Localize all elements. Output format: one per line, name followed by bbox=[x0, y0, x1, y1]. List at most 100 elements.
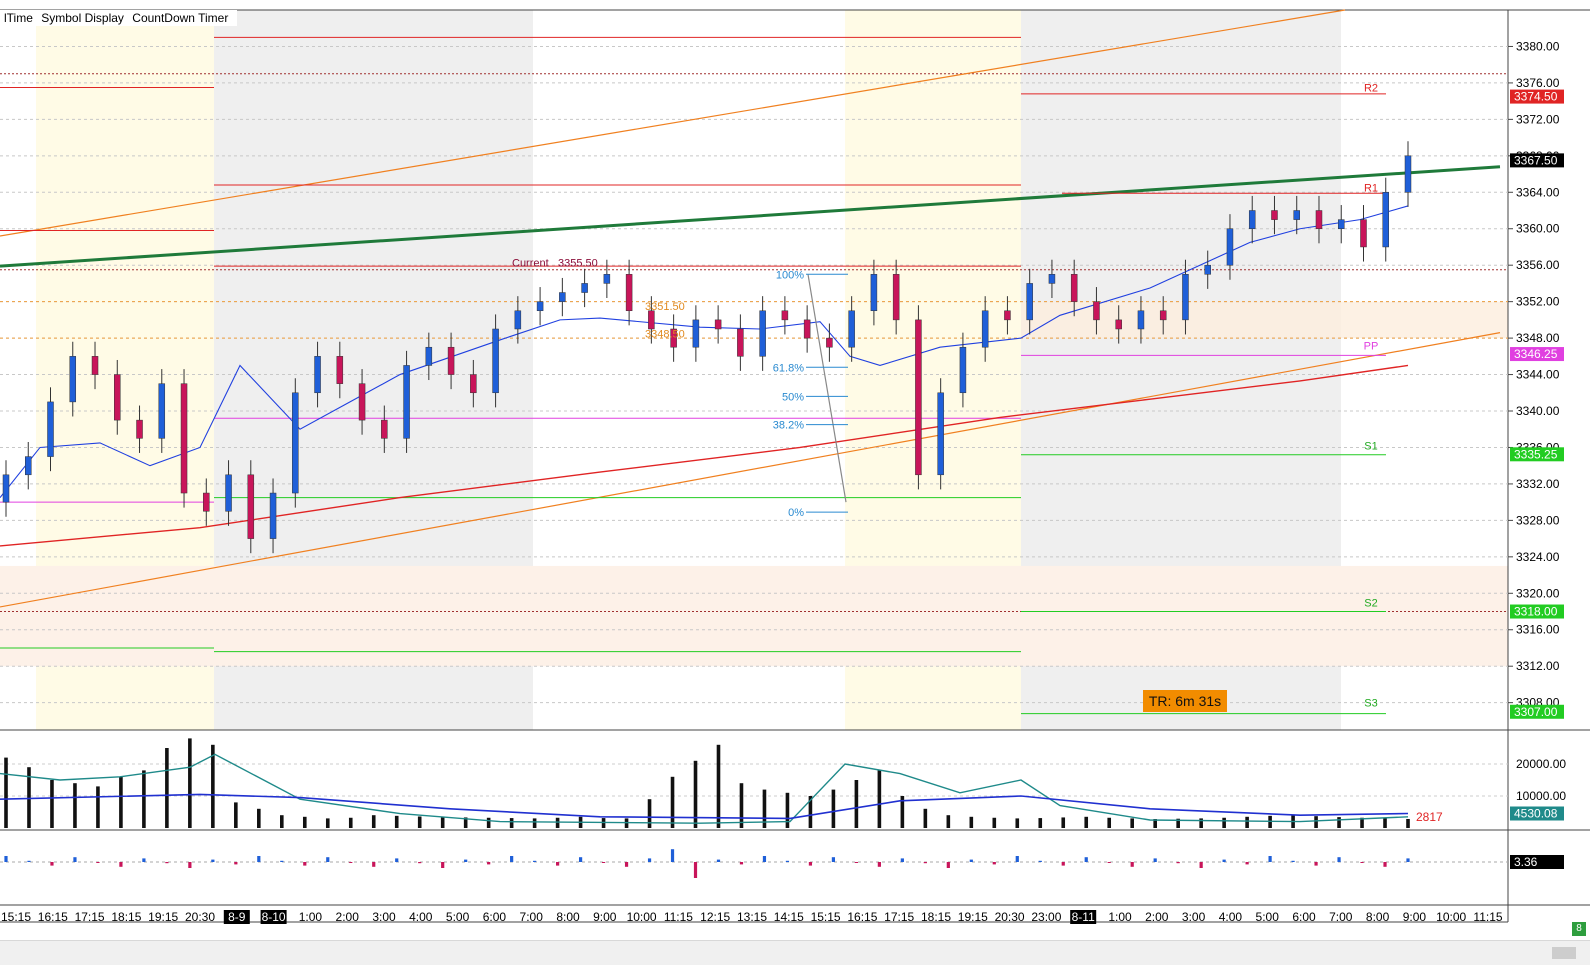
candle-body bbox=[937, 392, 944, 476]
date-marker-bg bbox=[260, 910, 287, 924]
volume-bar bbox=[1406, 818, 1410, 828]
time-tick-label: 18:15 bbox=[111, 910, 141, 924]
candle-body bbox=[915, 319, 922, 476]
fib-level-label: 100% bbox=[776, 269, 804, 281]
price-tick-label: 3356.00 bbox=[1516, 258, 1560, 272]
bars-count-badge[interactable]: 8 bbox=[1572, 922, 1586, 936]
candle-body bbox=[781, 310, 789, 321]
delta-bar bbox=[716, 859, 721, 862]
candle-body bbox=[1337, 219, 1345, 229]
delta-bar bbox=[96, 862, 100, 863]
volume-bar bbox=[325, 818, 330, 828]
scrollbar-thumb[interactable] bbox=[1552, 947, 1576, 959]
delta-bar bbox=[1383, 862, 1387, 867]
candle-body bbox=[114, 374, 121, 421]
candle-body bbox=[514, 310, 522, 330]
horizontal-scrollbar[interactable] bbox=[0, 940, 1590, 965]
delta-bar bbox=[257, 856, 261, 862]
ma-20-line bbox=[0, 205, 1409, 498]
volume-bar bbox=[188, 738, 192, 828]
price-chart[interactable]: 3380.003376.003372.003368.003364.003360.… bbox=[0, 0, 1590, 940]
volume-ma-line bbox=[0, 793, 1409, 820]
delta-bar bbox=[349, 862, 353, 863]
volume-bar bbox=[923, 808, 928, 828]
price-tick-label: 3364.00 bbox=[1516, 185, 1560, 199]
volume-bar bbox=[1314, 816, 1318, 828]
volume-last-label: 2817 bbox=[1416, 810, 1443, 824]
delta-bar bbox=[188, 862, 192, 868]
candle-body bbox=[269, 492, 277, 539]
candle-body bbox=[1360, 219, 1367, 248]
delta-bar bbox=[303, 862, 307, 866]
delta-bar bbox=[1084, 857, 1088, 862]
candle-body bbox=[1115, 319, 1122, 330]
time-tick-label: 10:00 bbox=[1436, 910, 1466, 924]
time-tick-label: 3:00 bbox=[1182, 910, 1206, 924]
price-tick-label: 3312.00 bbox=[1516, 659, 1560, 673]
delta-bar bbox=[1245, 862, 1249, 865]
candle-body bbox=[536, 301, 544, 312]
indicator-label-countdown-timer[interactable]: CountDown Timer bbox=[132, 11, 229, 25]
delta-bar bbox=[27, 860, 31, 862]
candle-body bbox=[136, 419, 143, 439]
delta-bar bbox=[1406, 858, 1410, 862]
volume-bar bbox=[1245, 816, 1249, 828]
delta-bar bbox=[808, 862, 813, 866]
time-tick-label: 9:00 bbox=[593, 910, 617, 924]
candle-body bbox=[225, 474, 232, 512]
candle-body bbox=[648, 310, 655, 330]
time-tick-label: 19:15 bbox=[148, 910, 178, 924]
volume-bar bbox=[1107, 817, 1112, 828]
candle-body bbox=[358, 383, 366, 421]
candle-body bbox=[826, 337, 833, 348]
delta-bar bbox=[624, 862, 629, 867]
delta-bar bbox=[1130, 862, 1134, 867]
volume-bar bbox=[509, 818, 514, 828]
volume-bar bbox=[417, 816, 422, 828]
delta-bar bbox=[601, 862, 606, 863]
candle-body bbox=[1404, 155, 1412, 193]
price-tick-label: 3328.00 bbox=[1516, 513, 1560, 527]
candle-body bbox=[1226, 228, 1234, 266]
delta-bar bbox=[73, 857, 77, 862]
volume-bar bbox=[1084, 816, 1089, 828]
volume-tick-label: 20000.00 bbox=[1516, 757, 1566, 771]
indicator-label-symbol-display[interactable]: Symbol Display bbox=[41, 11, 124, 25]
candle-body bbox=[2, 474, 10, 503]
delta-bar bbox=[1291, 860, 1295, 862]
delta-bar bbox=[1268, 856, 1272, 862]
volume-bar bbox=[1153, 819, 1157, 828]
delta-bar bbox=[1176, 862, 1180, 864]
volume-bar bbox=[96, 786, 100, 828]
delta-bar bbox=[1222, 859, 1226, 862]
countdown-timer-badge: TR: 6m 31s bbox=[1143, 690, 1227, 712]
pivot-label-s1: S1 bbox=[1364, 441, 1377, 453]
volume-bar bbox=[762, 789, 767, 828]
volume-bar bbox=[486, 817, 491, 828]
volume-bar bbox=[831, 789, 836, 828]
volume-tick-label: 10000.00 bbox=[1516, 789, 1566, 803]
time-tick-label: 1:00 bbox=[299, 910, 323, 924]
volume-bar bbox=[234, 802, 238, 828]
pivot-label-pp: PP bbox=[1364, 340, 1379, 352]
delta-bar bbox=[533, 860, 537, 862]
volume-bar bbox=[440, 816, 445, 828]
time-tick-label: 2:00 bbox=[336, 910, 360, 924]
ma-200-line bbox=[0, 364, 1409, 547]
volume-bar bbox=[555, 817, 560, 828]
price-tick-label: 3332.00 bbox=[1516, 477, 1560, 491]
zone-bottom-label: 3348.50 bbox=[645, 329, 685, 341]
indicator-label-time[interactable]: lTime bbox=[4, 11, 33, 25]
time-tick-label: 17:15 bbox=[75, 910, 105, 924]
delta-bar bbox=[900, 858, 904, 862]
volume-bar bbox=[808, 796, 813, 828]
price-marker-label: 3367.50 bbox=[1514, 153, 1558, 167]
delta-bar bbox=[1199, 862, 1203, 868]
candle-body bbox=[1070, 274, 1078, 302]
delta-bar bbox=[1337, 857, 1341, 862]
delta-bar bbox=[877, 862, 881, 867]
candle-body bbox=[1026, 283, 1033, 321]
volume-bar bbox=[1383, 818, 1387, 828]
candle-body bbox=[670, 328, 677, 348]
time-tick-label: 8:00 bbox=[1366, 910, 1390, 924]
